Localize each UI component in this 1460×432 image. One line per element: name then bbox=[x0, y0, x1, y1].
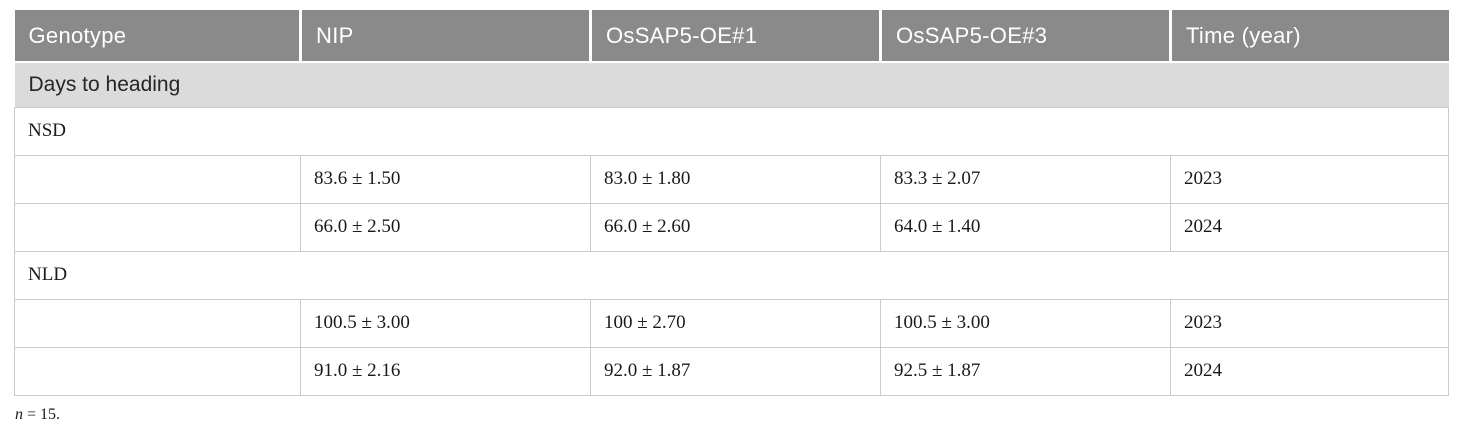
col-header-genotype: Genotype bbox=[14, 10, 301, 63]
value-cell-oe1: 83.0 ± 1.80 bbox=[590, 154, 881, 204]
header-row: Genotype NIP OsSAP5-OE#1 OsSAP5-OE#3 Tim… bbox=[14, 10, 1449, 63]
value-cell-nip: 66.0 ± 2.50 bbox=[300, 202, 591, 252]
table-row: 91.0 ± 2.16 92.0 ± 1.87 92.5 ± 1.87 2024 bbox=[14, 346, 1449, 396]
value-cell-oe1: 92.0 ± 1.87 bbox=[590, 346, 881, 396]
year-cell: 2023 bbox=[1170, 154, 1449, 204]
value-cell-nip: 100.5 ± 3.00 bbox=[300, 298, 591, 348]
group-label-nsd: NSD bbox=[14, 106, 1449, 156]
table-row: 66.0 ± 2.50 66.0 ± 2.60 64.0 ± 1.40 2024 bbox=[14, 202, 1449, 252]
section-title: Days to heading bbox=[14, 62, 1449, 108]
genotype-cell-empty bbox=[14, 202, 301, 252]
table-row: 100.5 ± 3.00 100 ± 2.70 100.5 ± 3.00 202… bbox=[14, 298, 1449, 348]
genotype-cell-empty bbox=[14, 154, 301, 204]
value-cell-oe1: 100 ± 2.70 bbox=[590, 298, 881, 348]
year-cell: 2024 bbox=[1170, 202, 1449, 252]
col-header-nip: NIP bbox=[299, 10, 591, 63]
value-cell-oe3: 64.0 ± 1.40 bbox=[880, 202, 1171, 252]
footnote: n = 15. bbox=[15, 406, 1448, 424]
col-header-ossap5-oe3: OsSAP5-OE#3 bbox=[879, 10, 1171, 63]
col-header-ossap5-oe1: OsSAP5-OE#1 bbox=[589, 10, 881, 63]
value-cell-oe1: 66.0 ± 2.60 bbox=[590, 202, 881, 252]
year-cell: 2024 bbox=[1170, 346, 1449, 396]
value-cell-nip: 91.0 ± 2.16 bbox=[300, 346, 591, 396]
results-table: Genotype NIP OsSAP5-OE#1 OsSAP5-OE#3 Tim… bbox=[14, 10, 1449, 396]
section-title-row: Days to heading bbox=[14, 62, 1449, 108]
value-cell-oe3: 83.3 ± 2.07 bbox=[880, 154, 1171, 204]
genotype-cell-empty bbox=[14, 298, 301, 348]
footnote-symbol: n bbox=[15, 405, 23, 423]
value-cell-oe3: 92.5 ± 1.87 bbox=[880, 346, 1171, 396]
value-cell-oe3: 100.5 ± 3.00 bbox=[880, 298, 1171, 348]
group-row-nsd: NSD bbox=[14, 106, 1449, 156]
group-row-nld: NLD bbox=[14, 250, 1449, 300]
col-header-time-year: Time (year) bbox=[1169, 10, 1449, 63]
year-cell: 2023 bbox=[1170, 298, 1449, 348]
table-row: 83.6 ± 1.50 83.0 ± 1.80 83.3 ± 2.07 2023 bbox=[14, 154, 1449, 204]
footnote-text: = 15. bbox=[23, 405, 61, 423]
group-label-nld: NLD bbox=[14, 250, 1449, 300]
value-cell-nip: 83.6 ± 1.50 bbox=[300, 154, 591, 204]
genotype-cell-empty bbox=[14, 346, 301, 396]
